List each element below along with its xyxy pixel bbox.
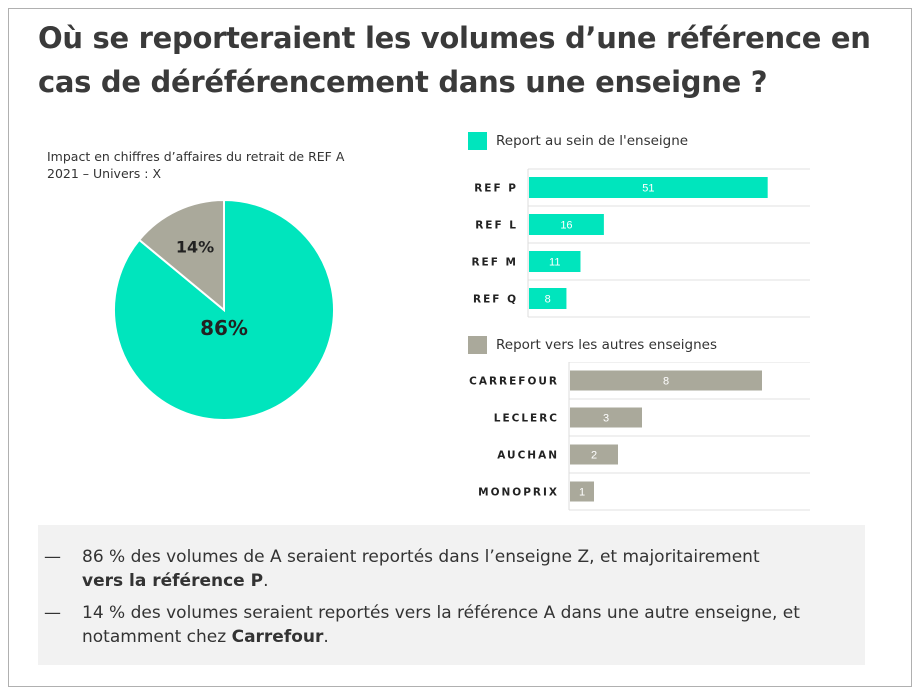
category-label: REF P — [474, 183, 518, 195]
legend-swatch — [468, 336, 487, 354]
legend-external: Report vers les autres enseignes — [468, 336, 717, 354]
pie-label: 14% — [176, 237, 214, 256]
data-label: 2 — [591, 450, 597, 462]
bar-chart-external: CARREFOUR 8 LECLERC 3 AUCHAN 2 MONOPRIX 1 — [469, 362, 810, 511]
category-label: AUCHAN — [497, 450, 559, 462]
category-label: REF L — [475, 220, 518, 232]
slide-frame — [8, 8, 912, 687]
bar — [529, 177, 768, 198]
page-title: Où se reporteraient les volumes d’une ré… — [38, 21, 871, 99]
legend-label: Report vers les autres enseignes — [496, 337, 718, 353]
text-part: . — [323, 627, 329, 647]
bar — [570, 481, 594, 502]
data-label: 8 — [663, 376, 669, 388]
bar — [529, 288, 567, 309]
emphasis: vers la référence P — [82, 571, 264, 591]
data-label: 16 — [560, 220, 572, 232]
text-part: . — [263, 571, 269, 591]
bar — [529, 251, 581, 272]
data-label: 8 — [545, 294, 551, 306]
bar — [570, 370, 762, 391]
data-label: 1 — [579, 487, 585, 499]
dash: — — [44, 547, 61, 567]
dash: — — [44, 603, 61, 623]
key-findings-box — [38, 525, 865, 665]
bar-chart-internal: REF P 51 REF L 16 REF M 11 REF Q 8 — [471, 168, 810, 318]
pie-subtitle-line2: 2021 – Univers : X — [47, 166, 162, 181]
category-label: REF M — [471, 257, 518, 269]
category-label: MONOPRIX — [478, 487, 559, 499]
bar — [570, 407, 642, 428]
data-label: 11 — [549, 257, 560, 269]
category-label: REF Q — [473, 294, 518, 306]
finding-2: — 14 % des volumes seraient reportés vers… — [44, 601, 802, 649]
bar — [529, 214, 604, 235]
emphasis: Carrefour — [231, 627, 324, 647]
pie-subtitle: Impact en chiffres d’affaires du retrait… — [47, 148, 344, 182]
category-label: LECLERC — [494, 413, 559, 425]
finding-1: — 86 % des volumes de A seraient reportés… — [44, 545, 802, 593]
pie-chart: 86% 14% — [113, 198, 335, 421]
data-label: 51 — [642, 183, 654, 195]
text-part: 14 % des volumes seraient reportés vers … — [82, 603, 800, 647]
data-label: 3 — [603, 413, 609, 425]
legend-swatch — [468, 132, 487, 150]
legend-label: Report au sein de l'enseigne — [496, 133, 689, 149]
text-part: 86 % des volumes de A seraient reportés … — [82, 547, 760, 567]
pie-slice — [137, 198, 225, 313]
pie-subtitle-line1: Impact en chiffres d’affaires du retrait… — [47, 149, 345, 164]
finding-text: 14 % des volumes seraient reportés vers … — [82, 601, 802, 649]
legend-internal: Report au sein de l'enseigne — [468, 132, 688, 150]
bar — [570, 444, 618, 465]
finding-text: 86 % des volumes de A seraient reportés … — [82, 545, 802, 593]
pie-label: 86% — [200, 316, 248, 340]
category-label: CARREFOUR — [469, 376, 559, 388]
